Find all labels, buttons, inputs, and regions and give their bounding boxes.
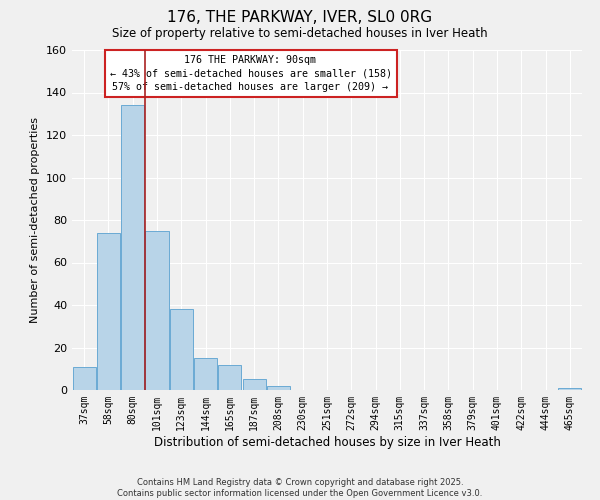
Bar bbox=[170, 309, 193, 390]
Bar bbox=[97, 233, 120, 390]
Bar bbox=[73, 366, 95, 390]
X-axis label: Distribution of semi-detached houses by size in Iver Heath: Distribution of semi-detached houses by … bbox=[154, 436, 500, 448]
Bar bbox=[559, 388, 581, 390]
Bar bbox=[121, 106, 144, 390]
Bar bbox=[267, 386, 290, 390]
Bar bbox=[218, 364, 241, 390]
Bar bbox=[145, 230, 169, 390]
Bar bbox=[194, 358, 217, 390]
Text: 176, THE PARKWAY, IVER, SL0 0RG: 176, THE PARKWAY, IVER, SL0 0RG bbox=[167, 10, 433, 25]
Text: 176 THE PARKWAY: 90sqm
← 43% of semi-detached houses are smaller (158)
57% of se: 176 THE PARKWAY: 90sqm ← 43% of semi-det… bbox=[110, 55, 392, 92]
Y-axis label: Number of semi-detached properties: Number of semi-detached properties bbox=[31, 117, 40, 323]
Text: Size of property relative to semi-detached houses in Iver Heath: Size of property relative to semi-detach… bbox=[112, 28, 488, 40]
Bar bbox=[242, 380, 266, 390]
Text: Contains HM Land Registry data © Crown copyright and database right 2025.
Contai: Contains HM Land Registry data © Crown c… bbox=[118, 478, 482, 498]
